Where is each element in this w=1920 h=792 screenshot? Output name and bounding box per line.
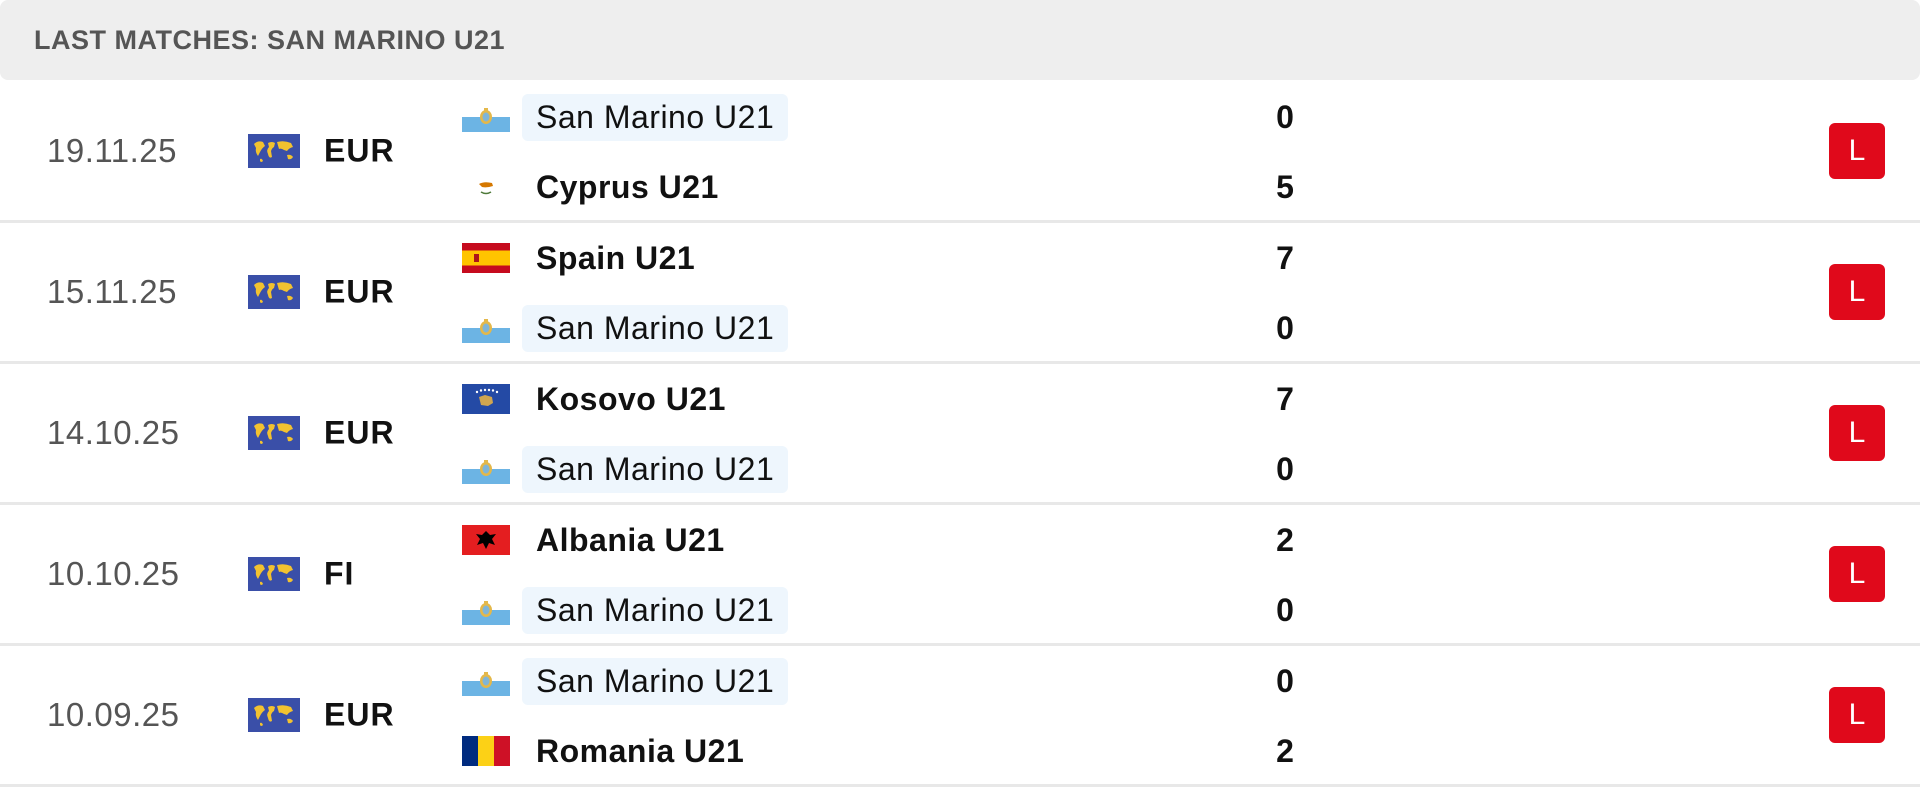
away-score: 0	[1276, 310, 1294, 346]
romania-flag-icon	[462, 736, 510, 766]
match-date: 10.09.25	[47, 696, 180, 733]
away-team-name: San Marino U21	[522, 445, 789, 493]
away-team: Cyprus U21	[462, 162, 733, 212]
match-row[interactable]: 10.09.25 EUR San Marino U21 Romania U21 …	[0, 646, 1920, 787]
home-score: 2	[1276, 522, 1294, 558]
world-map-icon	[248, 134, 300, 168]
match-date: 15.11.25	[47, 273, 178, 310]
san-marino-flag-icon	[462, 595, 510, 625]
match-date: 14.10.25	[47, 414, 180, 451]
away-team: Romania U21	[462, 726, 758, 776]
competition-label: FI	[324, 555, 355, 592]
san-marino-flag-icon	[462, 666, 510, 696]
result-badge: L	[1829, 687, 1885, 743]
world-map-icon	[248, 698, 300, 732]
away-team-name: San Marino U21	[522, 304, 789, 352]
albania-flag-icon	[462, 525, 510, 555]
result-badge: L	[1829, 264, 1885, 320]
home-team-name: Kosovo U21	[536, 380, 726, 417]
away-team-name: Cyprus U21	[536, 168, 719, 205]
away-team: San Marino U21	[462, 303, 789, 353]
home-score: 0	[1276, 663, 1294, 699]
world-map-icon	[248, 275, 300, 309]
matches-list: 19.11.25 EUR San Marino U21 Cyprus U21 0…	[0, 82, 1920, 787]
san-marino-flag-icon	[462, 454, 510, 484]
result-badge: L	[1829, 405, 1885, 461]
home-team: Albania U21	[462, 515, 739, 565]
spain-flag-icon	[462, 243, 510, 273]
match-row[interactable]: 10.10.25 FI Albania U21 San Marino U21 2…	[0, 505, 1920, 646]
panel-header: LAST MATCHES: SAN MARINO U21	[0, 0, 1920, 80]
panel-title: LAST MATCHES: SAN MARINO U21	[34, 24, 506, 55]
world-map-icon	[248, 416, 300, 450]
away-score: 0	[1276, 451, 1294, 487]
world-map-icon	[248, 557, 300, 591]
away-score: 0	[1276, 592, 1294, 628]
home-score: 7	[1276, 381, 1294, 417]
competition-label: EUR	[324, 414, 395, 451]
away-team: San Marino U21	[462, 585, 789, 635]
home-team: San Marino U21	[462, 92, 789, 142]
match-row[interactable]: 19.11.25 EUR San Marino U21 Cyprus U21 0…	[0, 82, 1920, 223]
kosovo-flag-icon	[462, 384, 510, 414]
home-team: Spain U21	[462, 233, 709, 283]
competition-label: EUR	[324, 273, 395, 310]
match-date: 10.10.25	[47, 555, 180, 592]
home-team-name: San Marino U21	[522, 93, 789, 141]
home-team: Kosovo U21	[462, 374, 740, 424]
san-marino-flag-icon	[462, 102, 510, 132]
result-badge: L	[1829, 546, 1885, 602]
away-team-name: San Marino U21	[522, 586, 789, 634]
away-team-name: Romania U21	[536, 732, 745, 769]
home-score: 0	[1276, 99, 1294, 135]
result-badge: L	[1829, 123, 1885, 179]
home-team-name: Spain U21	[536, 239, 696, 276]
home-team-name: San Marino U21	[522, 657, 789, 705]
match-row[interactable]: 14.10.25 EUR Kosovo U21 San Marino U21 7…	[0, 364, 1920, 505]
home-team: San Marino U21	[462, 656, 789, 706]
match-date: 19.11.25	[47, 132, 178, 169]
competition-label: EUR	[324, 132, 395, 169]
home-score: 7	[1276, 240, 1294, 276]
cyprus-flag-icon	[462, 172, 510, 202]
away-team: San Marino U21	[462, 444, 789, 494]
san-marino-flag-icon	[462, 313, 510, 343]
competition-label: EUR	[324, 696, 395, 733]
home-team-name: Albania U21	[536, 521, 725, 558]
away-score: 2	[1276, 733, 1294, 769]
away-score: 5	[1276, 169, 1294, 205]
match-row[interactable]: 15.11.25 EUR Spain U21 San Marino U21 7 …	[0, 223, 1920, 364]
